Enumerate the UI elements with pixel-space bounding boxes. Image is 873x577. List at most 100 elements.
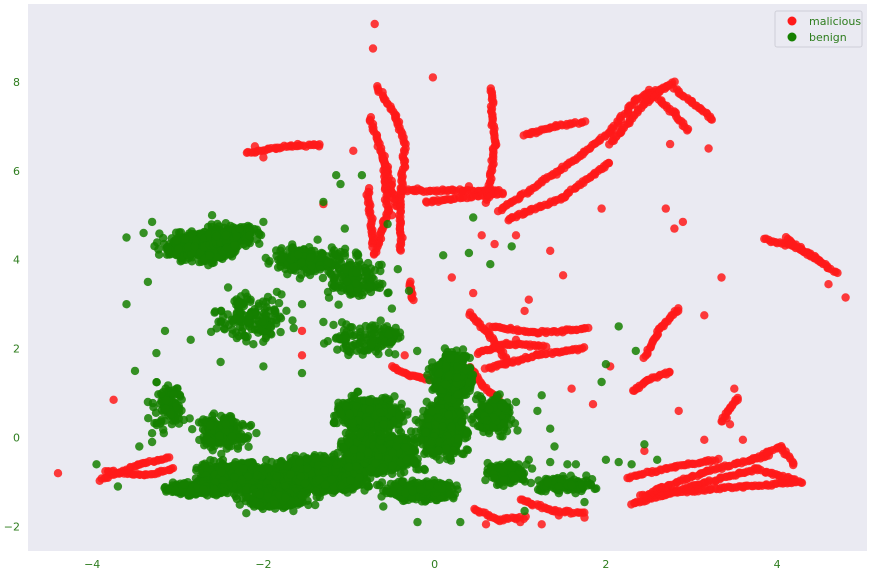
data-point-malicious [789, 460, 798, 470]
data-point-malicious [546, 246, 555, 255]
data-point-benign [222, 243, 232, 252]
data-point-benign [316, 265, 325, 274]
y-tick-label: −2 [4, 521, 20, 534]
x-tick-label: −4 [84, 558, 100, 571]
data-point-malicious [511, 231, 521, 240]
data-point-benign [391, 328, 400, 337]
data-point-malicious [704, 144, 713, 153]
data-point-benign [230, 314, 240, 323]
data-point-benign [235, 224, 244, 233]
data-point-malicious [730, 384, 739, 393]
data-point-benign [144, 414, 153, 423]
data-point-benign [387, 338, 396, 347]
data-point-benign [334, 300, 343, 309]
data-point-malicious [597, 204, 606, 213]
data-point-malicious [464, 182, 474, 191]
data-point-malicious [447, 273, 456, 282]
data-point-benign [343, 488, 352, 497]
data-point-malicious [53, 469, 63, 478]
data-point-benign [302, 454, 312, 463]
data-point-benign [384, 348, 394, 357]
data-point-benign [336, 481, 346, 490]
data-point-malicious [349, 146, 358, 155]
data-point-benign [342, 334, 351, 343]
data-point-benign [337, 318, 347, 327]
data-point-benign [192, 466, 201, 475]
data-point-malicious [580, 513, 589, 522]
data-point-malicious [707, 115, 716, 124]
data-point-benign [374, 349, 383, 359]
data-point-benign [212, 231, 221, 241]
data-point-malicious [725, 420, 735, 429]
data-point-benign [288, 316, 297, 325]
data-point-benign [272, 472, 282, 481]
data-point-malicious [272, 144, 281, 153]
data-point-benign [271, 463, 281, 472]
data-point-benign [247, 324, 256, 334]
data-point-benign [342, 277, 352, 286]
data-point-benign [235, 322, 245, 332]
data-point-malicious [700, 435, 709, 444]
data-point-benign [230, 241, 239, 250]
data-point-malicious [109, 395, 118, 404]
data-point-benign [367, 340, 376, 349]
data-point-malicious [661, 204, 670, 213]
data-point-benign [318, 273, 328, 283]
data-point-benign [200, 459, 210, 468]
data-point-malicious [524, 295, 533, 304]
data-point-benign [393, 265, 402, 274]
y-tick-label: 8 [13, 76, 20, 89]
y-tick-label: 4 [13, 254, 20, 267]
data-point-malicious [370, 19, 379, 29]
data-point-malicious [387, 211, 397, 220]
data-point-benign [155, 229, 164, 238]
data-point-benign [206, 327, 216, 337]
data-point-benign [289, 262, 298, 272]
data-point-benign [239, 464, 248, 473]
data-point-benign [413, 346, 422, 356]
data-point-malicious [477, 231, 486, 240]
data-point-malicious [511, 335, 521, 344]
data-point-malicious [502, 359, 511, 368]
data-point-benign [288, 240, 297, 249]
data-point-benign [362, 477, 372, 487]
data-point-benign [152, 378, 161, 387]
data-point-malicious [368, 44, 378, 53]
data-point-benign [172, 236, 181, 245]
data-point-benign [244, 311, 254, 320]
data-point-malicious [400, 351, 409, 360]
data-point-benign [352, 268, 361, 277]
data-point-malicious [314, 142, 324, 151]
data-point-malicious [297, 351, 307, 360]
data-point-benign [254, 299, 264, 308]
y-tick-label: 0 [13, 432, 20, 445]
data-point-benign [297, 270, 306, 280]
data-point-benign [370, 321, 380, 330]
data-point-malicious [368, 242, 377, 252]
data-point-malicious [396, 246, 405, 255]
data-point-malicious [481, 520, 491, 529]
data-point-benign [209, 456, 218, 466]
data-point-malicious [516, 517, 525, 527]
data-points [53, 19, 850, 529]
data-point-benign [370, 329, 379, 339]
data-point-benign [174, 244, 183, 254]
data-point-benign [152, 238, 162, 247]
data-point-malicious [259, 153, 268, 162]
data-point-malicious [833, 268, 842, 278]
data-point-benign [348, 341, 357, 350]
data-point-malicious [490, 239, 499, 249]
data-point-benign [274, 298, 284, 308]
data-point-malicious [409, 295, 418, 305]
data-point-benign [258, 317, 267, 326]
data-point-benign [230, 460, 239, 469]
data-point-malicious [797, 478, 807, 487]
x-tick-label: 4 [774, 558, 781, 571]
data-point-malicious [579, 343, 589, 352]
data-point-benign [282, 306, 291, 315]
data-point-malicious [841, 293, 850, 302]
data-point-benign [324, 257, 333, 267]
data-point-benign [262, 455, 271, 465]
